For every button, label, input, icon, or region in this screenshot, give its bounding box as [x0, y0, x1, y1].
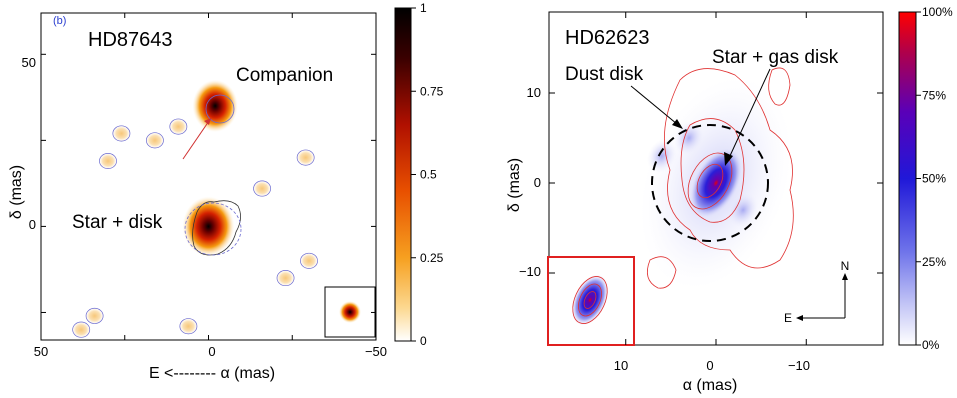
right-tick-marks [549, 12, 883, 345]
star-gas-arrow [728, 68, 771, 159]
blob-contour [276, 270, 295, 287]
right-cbar-tick-label: 0% [922, 338, 940, 352]
right-title: HD62623 [565, 27, 650, 49]
left-xtick-label: 0 [208, 344, 215, 359]
right-cbar-tick-label: 25% [922, 255, 946, 269]
star-disk-label: Star + disk [72, 212, 163, 233]
blob-contour [169, 118, 188, 135]
right-xlabel: α (mas) [683, 377, 738, 394]
star-contour [192, 200, 241, 256]
blob-contour [253, 180, 272, 197]
left-panel-label: (b) [53, 15, 66, 27]
left-ytick-label: 0 [29, 217, 36, 232]
emission-blob [145, 132, 164, 149]
left-ylabel: δ (mas) [8, 165, 25, 219]
right-cbar-tick-label: 100% [922, 5, 953, 19]
blob-contour [99, 153, 117, 170]
left-cbar-tick-label: 0 [420, 334, 427, 348]
right-xtick-label: −10 [788, 358, 810, 373]
right-cbar-tick-label: 50% [922, 172, 946, 186]
outer-contour [664, 68, 794, 269]
compass-north-arrow [842, 273, 848, 280]
left-tick-marks [40, 13, 377, 340]
left-colorbar-ticks: 1 0.75 0.5 0.25 0 [411, 1, 444, 348]
right-cbar-tick-label: 75% [922, 88, 946, 102]
right-ytick-label: 0 [534, 175, 541, 190]
companion-arrowhead [204, 118, 211, 125]
blob-contour [296, 149, 315, 166]
right-heatmap [640, 76, 792, 290]
dust-disk-arrow [630, 85, 678, 125]
compass-east-label: E [784, 311, 792, 325]
mid-contour [680, 118, 745, 223]
compass-east-arrow [796, 315, 803, 321]
emission-blob [179, 318, 198, 335]
blob-contour [85, 307, 104, 324]
dust-disk-circle [651, 124, 769, 242]
right-xtick-label: 0 [706, 358, 713, 373]
compass-north-label: N [841, 259, 850, 273]
left-cbar-tick-label: 0.75 [420, 84, 444, 98]
right-colorbar [898, 11, 917, 346]
right-panel: N E HD62623 Dust disk Star + gas disk 10… [506, 5, 953, 394]
right-ylabel: δ (mas) [506, 158, 523, 212]
psf-contour [572, 276, 608, 324]
emission-blob [112, 125, 131, 142]
companion-contour [205, 94, 235, 124]
emission-blob [689, 147, 743, 219]
star-gas-arrowhead [724, 152, 733, 166]
left-plot-frame [40, 12, 377, 341]
emission-blob [169, 118, 188, 135]
left-title: HD87643 [88, 29, 173, 51]
companion-label: Companion [236, 65, 333, 86]
left-xtick-label: 50 [34, 344, 48, 359]
emission-blob [253, 180, 272, 197]
psf-contour [578, 283, 602, 317]
north-blob-contour [768, 67, 791, 106]
south-blob-contour [646, 256, 677, 289]
left-panel: (b) HD87643 Companion Star + disk 50 0 5… [8, 1, 444, 382]
left-colorbar [394, 7, 412, 342]
emission-blob [85, 307, 104, 325]
dust-disk-label: Dust disk [565, 64, 644, 85]
left-ytick-label: 50 [22, 55, 36, 70]
emission-blob [296, 149, 315, 166]
left-psf-spot [339, 301, 361, 323]
emission-blob [276, 269, 295, 287]
core-contour [687, 152, 733, 210]
emission-blob [72, 321, 91, 338]
blob-contour [179, 318, 198, 335]
left-heatmap [72, 79, 318, 338]
emission-blob [300, 252, 318, 269]
left-xlabel: E <-------- α (mas) [149, 365, 275, 382]
right-ytick-label: 10 [527, 85, 541, 100]
left-cbar-tick-label: 0.5 [420, 168, 437, 182]
blob-contour [300, 252, 318, 269]
right-psf-spot [571, 274, 609, 326]
inner-core-contour [696, 163, 724, 199]
emission-blob [728, 192, 759, 228]
right-ytick-label: −10 [519, 264, 541, 279]
blob-contour [145, 132, 164, 149]
right-contours [646, 67, 794, 289]
emission-blob [99, 152, 117, 170]
psf-contour [583, 291, 597, 309]
emission-blob [182, 196, 235, 257]
star-gas-disk-label: Star + gas disk [712, 47, 839, 68]
emission-blob [673, 120, 704, 156]
left-cbar-tick-label: 1 [420, 1, 427, 15]
companion-arrow [182, 117, 212, 160]
left-cbar-tick-label: 0.25 [420, 251, 444, 265]
dust-disk-arrowhead [672, 119, 683, 129]
blob-contour [72, 321, 91, 338]
right-colorbar-ticks: 100% 75% 50% 25% 0% [916, 5, 953, 352]
blob-contour [112, 125, 131, 142]
left-xtick-label: −50 [365, 344, 387, 359]
emission-blob [192, 79, 238, 133]
star-dashed-contour [184, 202, 242, 256]
right-xtick-label: 10 [614, 358, 628, 373]
